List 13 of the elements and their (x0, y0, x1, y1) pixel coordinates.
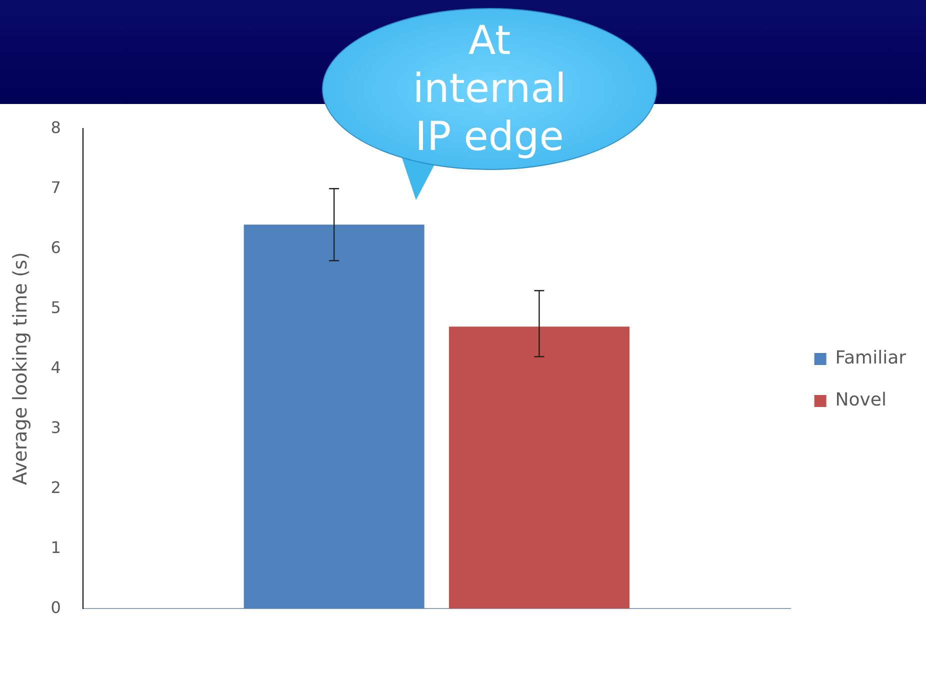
annotation: At internal IP edge (412, 17, 568, 161)
y-tick-label: 8 (50, 118, 61, 137)
y-tick-label: 0 (50, 598, 61, 617)
y-tick-label: 7 (50, 178, 61, 197)
y-tick-label: 2 (50, 478, 61, 497)
legend-label: Novel (835, 390, 887, 411)
y-tick-label: 3 (50, 418, 61, 437)
legend-label: Familiar (835, 348, 907, 369)
y-tick-label: 4 (50, 358, 61, 377)
y-tick-label: 1 (50, 538, 61, 557)
y-tick-label: 5 (50, 298, 61, 317)
y-axis-title: Average looking time (s) (9, 252, 32, 485)
y-tick-label: 6 (50, 238, 61, 257)
